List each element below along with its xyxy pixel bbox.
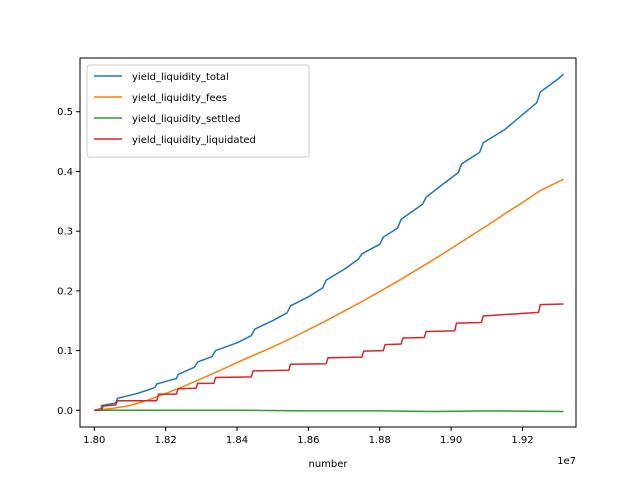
- x-axis-label: number: [308, 459, 348, 470]
- legend-label: yield_liquidity_total: [132, 72, 229, 83]
- x-axis-offset-label: 1e7: [557, 456, 576, 467]
- legend-label: yield_liquidity_liquidated: [132, 135, 256, 146]
- y-tick-label: 0.4: [57, 167, 73, 178]
- y-tick-label: 0.1: [57, 346, 73, 357]
- x-tick-label: 1.84: [226, 435, 248, 446]
- series-line-yield-liquidity-liquidated: [94, 303, 564, 412]
- y-tick-label: 0.2: [57, 286, 73, 297]
- legend-label: yield_liquidity_fees: [132, 93, 227, 104]
- x-tick-label: 1.86: [297, 435, 319, 446]
- legend-label: yield_liquidity_settled: [132, 114, 240, 125]
- y-tick-label: 0.5: [57, 107, 73, 118]
- series-line-yield-liquidity-total: [94, 73, 565, 412]
- x-tick-label: 1.90: [440, 435, 462, 446]
- x-axis-ticks: 1.80 1.82 1.84 1.86 1.88 1.90 1.92: [83, 427, 534, 446]
- y-tick-label: 0.3: [57, 227, 73, 238]
- x-tick-label: 1.88: [369, 435, 391, 446]
- legend-box: [86, 64, 310, 158]
- series-group: [94, 73, 565, 413]
- x-tick-label: 1.80: [83, 435, 105, 446]
- series-line-yield-liquidity-settled: [94, 409, 564, 413]
- y-axis-ticks: 0.0 0.1 0.2 0.3 0.4 0.5: [57, 107, 80, 417]
- legend: yield_liquidity_total yield_liquidity_fee…: [86, 64, 310, 158]
- series-line-yield-liquidity-fees: [94, 178, 564, 412]
- x-tick-label: 1.92: [511, 435, 533, 446]
- axes-frame: [79, 57, 577, 428]
- y-tick-label: 0.0: [57, 406, 73, 417]
- x-tick-label: 1.82: [155, 435, 177, 446]
